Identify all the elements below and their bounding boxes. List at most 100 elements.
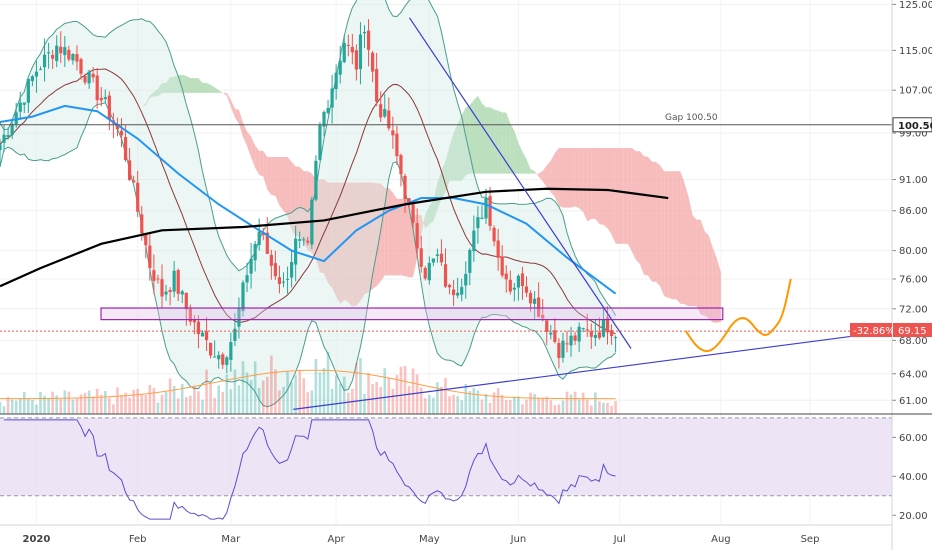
volume-bar: [205, 370, 208, 414]
candle-body: [549, 333, 552, 335]
candle-body: [594, 335, 597, 338]
volume-bar: [582, 393, 585, 414]
volume-bar: [602, 403, 605, 414]
cloud-segment: [676, 171, 680, 304]
cloud-segment: [705, 231, 709, 318]
volume-bar: [464, 384, 467, 414]
cloud-segment: [397, 199, 401, 275]
candle-body: [278, 277, 281, 284]
cloud-segment: [664, 171, 668, 298]
volume-bar: [359, 358, 362, 414]
volume-bar: [254, 361, 257, 414]
cloud-segment: [401, 199, 405, 276]
price-tick-label: 115.00: [899, 46, 932, 57]
cloud-segment: [190, 78, 194, 93]
volume-bar: [323, 368, 326, 414]
volume-bar: [145, 395, 148, 414]
cloud-segment: [482, 103, 486, 173]
volume-bar: [432, 398, 435, 414]
volume-bar: [185, 397, 188, 414]
cloud-segment: [486, 107, 490, 173]
candle-body: [387, 111, 390, 129]
candle-body: [432, 258, 435, 262]
volume-bar: [440, 387, 443, 414]
volume-bar: [298, 370, 301, 414]
volume-bar: [96, 389, 99, 414]
volume-bar: [270, 356, 273, 414]
volume-bar: [290, 382, 293, 414]
candle-body: [156, 278, 159, 279]
volume-bar: [59, 399, 62, 414]
cloud-segment: [510, 123, 514, 173]
volume-bar: [335, 375, 338, 414]
candle-body: [582, 328, 585, 329]
candle-body: [100, 98, 103, 100]
candle-body: [104, 97, 107, 99]
volume-bar: [517, 397, 520, 414]
cloud-segment: [640, 151, 644, 275]
cloud-segment: [652, 162, 656, 282]
volume-bar: [537, 398, 540, 414]
price-tick-label: 125.00: [899, 0, 932, 11]
volume-bar: [165, 392, 168, 414]
candle-body: [258, 232, 261, 245]
cloud-segment: [632, 148, 636, 260]
candle-body: [241, 282, 244, 311]
cloud-segment: [478, 96, 482, 174]
candle-body: [448, 285, 451, 287]
volume-bar: [23, 392, 26, 414]
volume-bar: [367, 373, 370, 414]
candle-body: [27, 79, 30, 103]
volume-bar: [104, 391, 107, 414]
cloud-segment: [599, 148, 603, 225]
volume-bar: [266, 377, 269, 414]
cloud-segment: [563, 148, 567, 208]
candle-body: [598, 332, 601, 337]
cloud-segment: [474, 96, 478, 174]
candle-body: [75, 54, 78, 61]
price-tick-label: 91.00: [899, 175, 928, 186]
candle-body: [67, 50, 70, 60]
volume-bar: [610, 406, 613, 414]
volume-bar: [238, 385, 241, 414]
candle-body: [185, 293, 188, 310]
cloud-segment: [689, 196, 693, 306]
volume-bar: [497, 388, 500, 414]
time-tick-label: Aug: [711, 534, 731, 545]
candle-body: [221, 354, 224, 364]
price-tick-label: 80.00: [899, 246, 928, 257]
rsi-tick-label: 40.00: [899, 472, 928, 483]
candle-body: [254, 244, 257, 260]
candle-body: [23, 103, 26, 105]
volume-bar: [0, 402, 1, 414]
volume-bar: [481, 400, 484, 414]
volume-bar: [562, 401, 565, 414]
candle-body: [181, 291, 184, 294]
candle-body: [493, 228, 496, 241]
volume-bar: [396, 375, 399, 414]
candle-body: [343, 43, 346, 62]
cloud-segment: [591, 148, 595, 219]
candle-body: [209, 343, 212, 356]
volume-bar: [217, 386, 220, 414]
volume-bar: [473, 388, 476, 414]
volume-bar: [262, 380, 265, 414]
volume-bar: [501, 395, 504, 414]
volume-bar: [84, 393, 87, 414]
candle-body: [225, 357, 228, 365]
volume-bar: [554, 405, 557, 414]
volume-bar: [68, 392, 71, 414]
volume-bar: [15, 401, 18, 414]
candle-body: [391, 130, 394, 135]
candle-body: [590, 331, 593, 336]
cloud-segment: [494, 109, 498, 173]
volume-bar: [294, 375, 297, 414]
volume-bar: [258, 388, 261, 414]
time-tick-label: 2020: [23, 534, 51, 545]
volume-bar: [7, 397, 10, 414]
cloud-segment: [620, 148, 624, 244]
time-tick-label: May: [419, 534, 440, 545]
candle-body: [513, 288, 516, 290]
volume-bar: [355, 363, 358, 414]
